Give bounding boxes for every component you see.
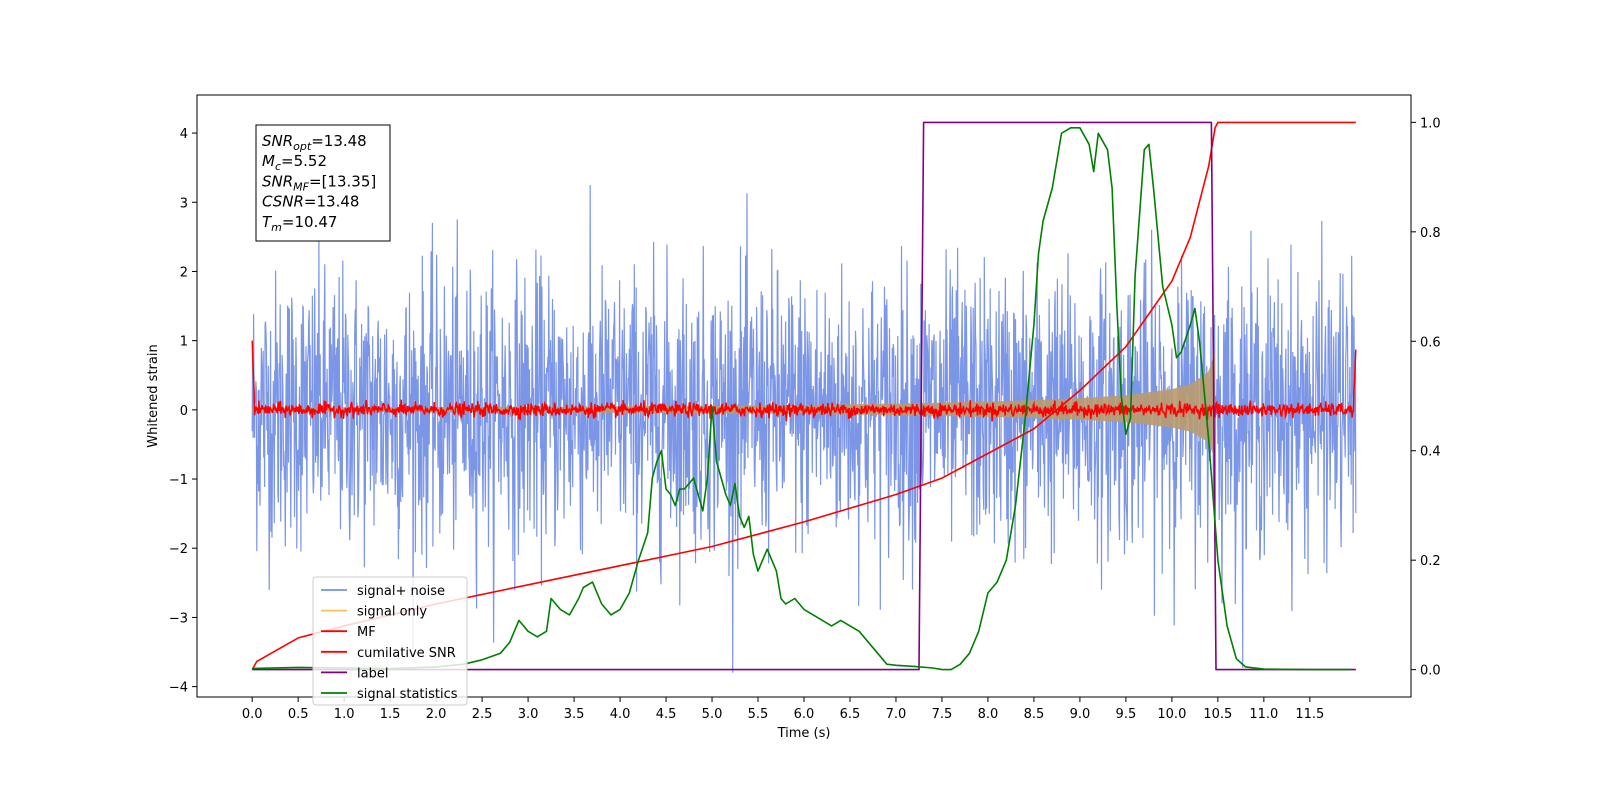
- annotation-line: Mc=5.52: [262, 152, 327, 173]
- axes: 0.0 0.5 1.0 1.5 2.0 2.5 3.0 3.5 4.0 4.5 5.0 5.5 6.0 6…: [146, 94, 1441, 741]
- annotation-line: Tm=10.47: [262, 213, 337, 234]
- x-tick-label: 8.5: [1024, 707, 1045, 722]
- x-tick-label: 10.0: [1157, 707, 1186, 722]
- y-right-tick-label: 0.6: [1420, 335, 1441, 350]
- x-tick-label: 6.0: [794, 707, 815, 722]
- legend-entry: signal+ noise: [357, 584, 445, 599]
- x-tick-label: 10.5: [1203, 707, 1232, 722]
- legend: signal+ noise signal only MF cumilative SNR…: [312, 576, 468, 706]
- series-signal-only: [252, 351, 1216, 460]
- x-tick-label: 7.0: [886, 707, 907, 722]
- y-left-tick-label: 4: [180, 127, 188, 142]
- x-tick-label: 3.5: [564, 707, 585, 722]
- annotation-line: SNRopt=13.48: [262, 132, 367, 153]
- y-left-tick-label: 1: [180, 335, 188, 350]
- series-mf: [251, 340, 1357, 422]
- legend-entry: label: [357, 666, 388, 681]
- y-left-tick-label: −1: [169, 473, 188, 488]
- x-tick-label: 8.0: [978, 707, 999, 722]
- x-tick-label: 9.5: [1116, 707, 1137, 722]
- y-left-tick-label: 3: [180, 196, 188, 211]
- y-left-tick-label: −2: [169, 542, 188, 557]
- series-signal-statistics: [252, 127, 1352, 671]
- y-axis-label: Whitened strain: [146, 344, 161, 447]
- legend-entry: signal statistics: [357, 687, 458, 702]
- annotation-line: CSNR=13.48: [262, 193, 359, 211]
- legend-entry: MF: [357, 625, 376, 640]
- x-tick-label: 1.0: [334, 707, 355, 722]
- x-tick-label: 11.5: [1295, 707, 1324, 722]
- x-tick-label: 4.5: [656, 707, 677, 722]
- x-tick-label: 2.0: [426, 707, 447, 722]
- x-tick-label: 9.0: [1070, 707, 1091, 722]
- y-left-tick-label: −4: [169, 681, 188, 696]
- x-tick-label: 4.0: [610, 707, 631, 722]
- y-left-tick-label: 0: [180, 404, 188, 419]
- x-tick-label: 5.5: [748, 707, 769, 722]
- series-signal-noise: [251, 184, 1357, 673]
- x-tick-label: 11.0: [1249, 707, 1278, 722]
- x-tick-label: 6.5: [840, 707, 861, 722]
- y-right-tick-label: 1.0: [1420, 116, 1441, 131]
- x-tick-label: 5.0: [702, 707, 723, 722]
- x-tick-label: 0.5: [288, 707, 309, 722]
- x-tick-label: 7.5: [932, 707, 953, 722]
- x-tick-label: 1.5: [380, 707, 401, 722]
- y-right-tick-label: 0.8: [1420, 226, 1441, 241]
- y-right-tick-label: 0.2: [1420, 554, 1441, 569]
- series-label: [252, 121, 1356, 671]
- legend-frame: [312, 576, 468, 706]
- y-left-tick-label: −3: [169, 611, 188, 626]
- legend-entry: signal only: [357, 605, 427, 620]
- x-axis-label: Time (s): [777, 726, 831, 741]
- x-tick-label: 0.0: [242, 707, 263, 722]
- y-left-tick-label: 2: [180, 265, 188, 280]
- annotation-frame: [255, 124, 391, 242]
- y-right-tick-label: 0.4: [1420, 445, 1441, 460]
- y-right-tick-label: 0.0: [1420, 664, 1441, 679]
- legend-entry: cumilative SNR: [357, 646, 456, 661]
- x-tick-label: 3.0: [518, 707, 539, 722]
- annotation-box: SNRopt=13.48Mc=5.52SNRMF=[13.35]CSNR=13.…: [255, 124, 391, 242]
- annotation-line: SNRMF=[13.35]: [262, 172, 376, 193]
- x-tick-label: 2.5: [472, 707, 493, 722]
